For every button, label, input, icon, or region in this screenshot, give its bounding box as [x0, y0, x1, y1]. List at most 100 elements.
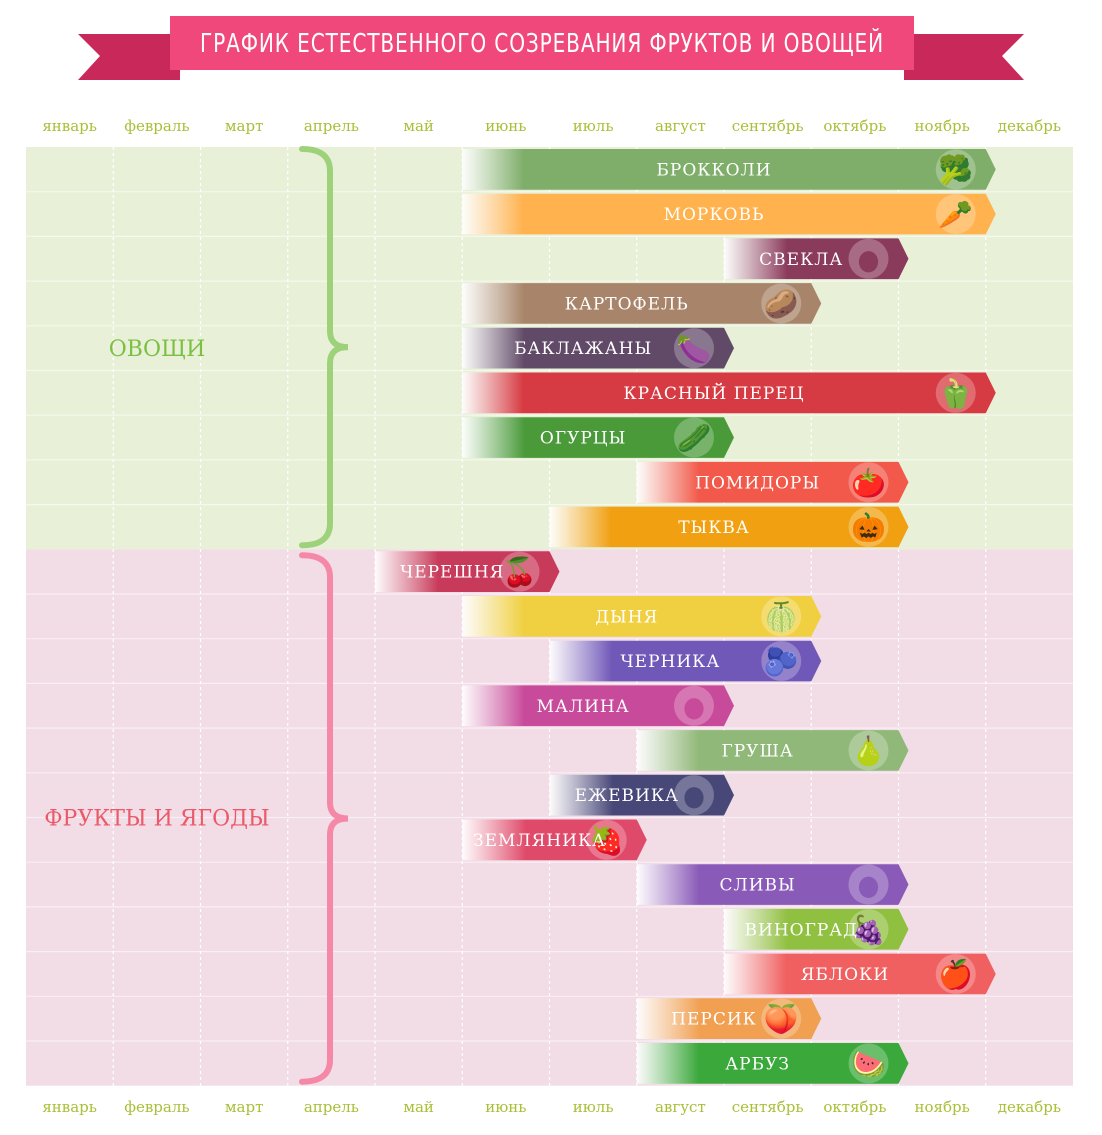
strawberry-icon: 🍓	[589, 824, 624, 857]
month-label: октябрь	[823, 117, 886, 135]
ripening-bar	[462, 596, 822, 637]
ripening-bar	[636, 864, 909, 905]
month-label: июль	[573, 117, 614, 135]
ripening-bar	[462, 372, 996, 414]
apple-icon	[935, 953, 976, 994]
bar-label: СЛИВЫ	[720, 876, 796, 896]
bar-14: ●ЕЖЕВИКА	[549, 774, 734, 816]
raspberry-icon	[674, 685, 714, 726]
grape-icon: 🍇	[851, 913, 886, 946]
bar-label: ЧЕРНИКА	[621, 652, 721, 672]
tomato-icon: 🍅	[851, 466, 886, 499]
bar-17: 🍇ВИНОГРАД	[724, 908, 909, 950]
strawberry-icon	[586, 819, 627, 860]
ripening-bar	[549, 640, 822, 682]
vegetables-brace	[299, 146, 349, 549]
bar-label: АРБУЗ	[725, 1054, 790, 1074]
group-label-fruits: ФРУКТЫ И ЯГОДЫ	[44, 807, 269, 832]
month-label: апрель	[304, 1098, 359, 1116]
ripening-bar	[462, 685, 734, 727]
ripening-bars: 🥦 БРОККОЛИ 🥕 МОРКОВЬ ● СВЕКЛА 🥔 КАРТОФЕЛЬ 🍆 БАКЛА…	[375, 149, 996, 1084]
pear-icon: 🍐	[851, 734, 886, 767]
bar-label: ЯБЛОКИ	[801, 965, 889, 985]
bar-15: 🍓ЗЕМЛЯНИКА	[462, 819, 647, 861]
month-label: май	[403, 1098, 434, 1116]
pear-icon	[848, 730, 889, 771]
blackberry-icon: ●	[683, 779, 705, 812]
bar-3: 🥔 КАРТОФЕЛЬ	[462, 283, 822, 324]
red-pepper-icon	[935, 372, 976, 413]
potato-icon	[761, 283, 802, 324]
bar-4: 🍆 БАКЛАЖАНЫ	[462, 327, 734, 369]
ripening-bar	[724, 953, 996, 995]
plum-icon: ●	[858, 869, 880, 902]
ribbon-left-tail	[78, 34, 180, 80]
bar-9: 🍒ЧЕРЕШНЯ	[375, 551, 560, 592]
month-label: апрель	[304, 117, 359, 135]
bar-12: ● МАЛИНА	[462, 685, 734, 727]
peach-icon	[761, 998, 802, 1039]
bar-10: 🍈 ДЫНЯ	[462, 596, 822, 637]
apple-icon: 🍎	[938, 957, 973, 991]
ripening-bar	[724, 238, 909, 280]
month-label: ноябрь	[914, 117, 969, 135]
bar-5: 🫑 КРАСНЫЙ ПЕРЕЦ	[462, 372, 996, 414]
bar-label: ПЕРСИК	[671, 1010, 757, 1030]
ripening-bar	[636, 730, 909, 771]
chart-title: ГРАФИК ЕСТЕСТВЕННОГО СОЗРЕВАНИЯ ФРУКТОВ …	[200, 27, 884, 59]
ripening-bar	[462, 283, 822, 324]
bar-label: БРОККОЛИ	[656, 160, 771, 180]
bar-6: 🥒 ОГУРЦЫ	[462, 417, 734, 458]
potato-icon: 🥔	[764, 287, 799, 320]
bar-18: 🍎 ЯБЛОКИ	[724, 953, 996, 995]
month-label: декабрь	[998, 117, 1061, 135]
ripening-bar	[375, 551, 560, 592]
month-label: сентябрь	[732, 1098, 804, 1116]
ripening-bar	[636, 1043, 909, 1084]
month-label: ноябрь	[914, 1098, 969, 1116]
ripening-bar	[549, 506, 909, 548]
ripening-bar	[462, 819, 647, 861]
melon-icon: 🍈	[764, 599, 799, 633]
peach-icon: 🍑	[764, 1003, 799, 1036]
ripening-bar	[549, 774, 734, 816]
red-pepper-icon: 🫑	[938, 377, 973, 410]
month-label: июль	[573, 1098, 614, 1116]
bar-label: ЧЕРЕШНЯ	[400, 563, 504, 583]
blueberry-icon: 🫐	[764, 645, 799, 678]
bar-label: МОРКОВЬ	[664, 205, 765, 225]
month-label: август	[655, 117, 706, 135]
bar-label: МАЛИНА	[537, 697, 630, 717]
month-label: май	[403, 117, 434, 135]
month-label: июнь	[485, 1098, 526, 1116]
month-label: сентябрь	[732, 117, 804, 135]
month-labels-top: январь февраль март апрель май июнь июль август…	[42, 117, 1061, 135]
bar-2: ● СВЕКЛА	[724, 238, 909, 280]
bar-label: КАРТОФЕЛЬ	[565, 294, 689, 314]
cherry-icon: 🍒	[502, 556, 537, 589]
title-banner: ГРАФИК ЕСТЕСТВЕННОГО СОЗРЕВАНИЯ ФРУКТОВ …	[78, 16, 1024, 80]
bar-label: ЕЖЕВИКА	[575, 786, 679, 806]
broccoli-icon: 🥦	[938, 152, 973, 186]
bar-label: ПОМИДОРЫ	[695, 473, 820, 493]
bar-label: СВЕКЛА	[759, 250, 843, 270]
month-label: январь	[42, 117, 97, 135]
bar-label: КРАСНЫЙ ПЕРЕЦ	[623, 383, 804, 404]
pumpkin-icon	[848, 506, 889, 547]
month-label: июнь	[485, 117, 526, 135]
bar-label: ОГУРЦЫ	[540, 429, 626, 449]
cherry-icon	[499, 551, 540, 592]
cucumber-icon: 🥒	[677, 422, 712, 455]
bar-20: 🍉 АРБУЗ	[636, 1043, 909, 1084]
blueberry-icon	[761, 641, 802, 682]
group-braces	[299, 146, 349, 1085]
raspberry-icon: ●	[683, 690, 705, 723]
month-label: декабрь	[998, 1098, 1061, 1116]
month-label: февраль	[124, 117, 189, 135]
bar-label: ДЫНЯ	[595, 607, 658, 627]
plum-icon	[848, 864, 889, 905]
month-label: март	[225, 1098, 264, 1116]
bar-label: ЗЕМЛЯНИКА	[473, 831, 606, 851]
beet-icon	[848, 238, 889, 279]
